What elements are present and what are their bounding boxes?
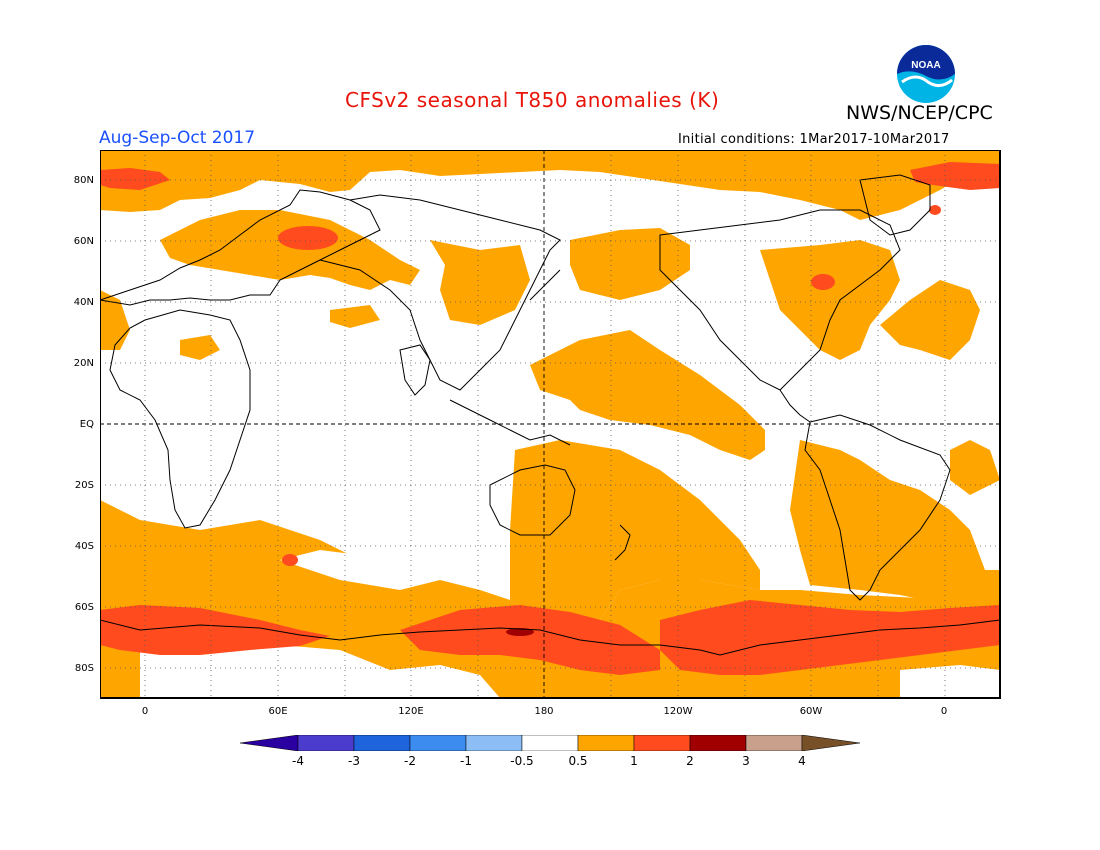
chart-title: CFSv2 seasonal T850 anomalies (K) <box>345 88 720 112</box>
colorbar-bin <box>577 735 635 751</box>
anomaly-map <box>99 149 1002 704</box>
colorbar-label: -3 <box>348 754 360 768</box>
colorbar-label: -0.5 <box>510 754 534 768</box>
lat-label-60s: 60S <box>74 602 94 613</box>
initial-conditions-label: Initial conditions: 1Mar2017-10Mar2017 <box>678 132 950 147</box>
lon-label-0-left: 0 <box>141 706 149 717</box>
colorbar-label: 4 <box>798 754 806 768</box>
lat-label-40s: 40S <box>74 541 94 552</box>
map-frame <box>99 149 1001 699</box>
lat-label-20s: 20S <box>74 480 94 491</box>
lat-label-eq: EQ <box>79 419 94 430</box>
anomaly-red-regions <box>100 162 1000 675</box>
colorbar-label: -1 <box>460 754 472 768</box>
colorbar-arrow-low <box>240 735 299 751</box>
colorbar-bin <box>745 735 803 751</box>
colorbar-bin <box>297 735 355 751</box>
reference-lines <box>100 150 1000 698</box>
colorbar-label: 0.5 <box>568 754 588 768</box>
colorbar-label: -4 <box>292 754 304 768</box>
colorbar-label: -2 <box>404 754 416 768</box>
period-label: Aug-Sep-Oct 2017 <box>99 128 256 148</box>
colorbar-label: 3 <box>742 754 750 768</box>
colorbar <box>240 735 861 751</box>
colorbar-arrow-high <box>801 735 861 751</box>
colorbar-bin <box>465 735 523 751</box>
lon-label-60e: 60E <box>268 706 288 717</box>
neutral-regions <box>140 550 1000 698</box>
lon-label-0-right: 0 <box>940 706 948 717</box>
colorbar-bin <box>409 735 467 751</box>
lon-label-120e: 120E <box>398 706 424 717</box>
agency-label: NWS/NCEP/CPC <box>846 102 993 124</box>
lon-label-60w: 60W <box>799 706 823 717</box>
lat-label-80n: 80N <box>73 175 94 186</box>
colorbar-label: 1 <box>630 754 638 768</box>
lat-label-60n: 60N <box>73 236 94 247</box>
lon-label-120w: 120W <box>663 706 693 717</box>
lon-label-180: 180 <box>534 706 554 717</box>
anomaly-darkred-regions <box>506 628 534 636</box>
colorbar-label: 2 <box>686 754 694 768</box>
colorbar-bin <box>633 735 691 751</box>
lat-label-20n: 20N <box>73 358 94 369</box>
colorbar-bin <box>689 735 747 751</box>
noaa-logo: NOAA <box>897 45 955 103</box>
lat-label-80s: 80S <box>74 663 94 674</box>
colorbar-bin <box>521 735 579 751</box>
lat-label-40n: 40N <box>73 297 94 308</box>
map-svg <box>99 149 1001 699</box>
graticule <box>100 150 1000 698</box>
colorbar-bin <box>353 735 411 751</box>
noaa-logo-text: NOAA <box>911 60 940 71</box>
coastlines <box>99 174 1001 656</box>
